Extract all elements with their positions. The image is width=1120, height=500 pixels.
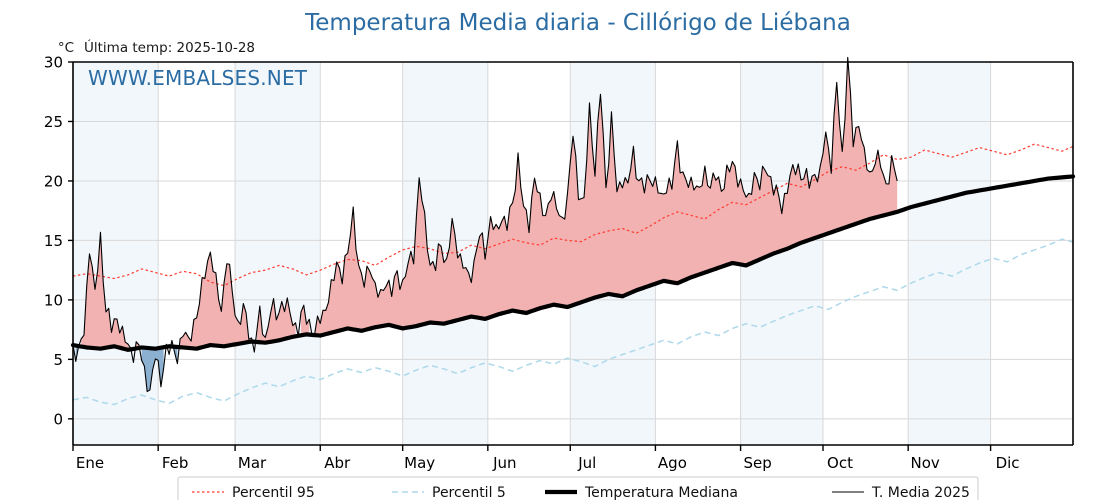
legend-item[interactable]: Temperatura Mediana bbox=[545, 485, 738, 500]
x-tick-label-ene: Ene bbox=[76, 454, 104, 472]
legend-item[interactable]: Percentil 95 bbox=[192, 485, 315, 500]
legend-label: Temperatura Mediana bbox=[584, 485, 738, 500]
x-tick-label-feb: Feb bbox=[162, 454, 189, 472]
y-tick-label: 30 bbox=[44, 54, 63, 72]
x-tick-label-may: May bbox=[404, 454, 435, 472]
x-tick-label-oct: Oct bbox=[827, 454, 853, 472]
y-tick-label: 10 bbox=[44, 291, 63, 309]
x-tick-label-ago: Ago bbox=[658, 454, 687, 472]
x-axis: Ene Feb Mar Abr May Jun Jul Ago Sep Oct Nov Dic bbox=[72, 445, 1020, 472]
x-tick-label-abr: Abr bbox=[324, 454, 351, 472]
x-tick-label-jun: Jun bbox=[492, 454, 516, 472]
legend-label: Percentil 95 bbox=[232, 485, 315, 500]
legend-item[interactable]: Percentil 5 bbox=[392, 485, 506, 500]
chart-legend: Percentil 95 Percentil 5 Temperatura Media… bbox=[177, 476, 979, 500]
y-tick-label: 15 bbox=[44, 232, 63, 250]
y-tick-label: 25 bbox=[44, 113, 63, 131]
series-lines bbox=[70, 56, 1076, 406]
x-tick-label-dic: Dic bbox=[996, 454, 1020, 472]
y-tick-label: 5 bbox=[53, 351, 63, 369]
y-axis: 0 5 10 15 20 25 30 bbox=[44, 54, 73, 428]
x-tick-label-mar: Mar bbox=[238, 454, 267, 472]
legend-label: T. Media 2025 bbox=[871, 485, 970, 500]
plot-frame bbox=[72, 61, 1074, 446]
x-tick-label-nov: Nov bbox=[911, 454, 940, 472]
y-axis-unit-label: °C bbox=[58, 40, 74, 56]
watermark-label: WWW.EMBALSES.NET bbox=[88, 66, 308, 90]
last-temp-subtitle: Última temp: 2025-10-28 bbox=[84, 38, 255, 56]
page-title: Temperatura Media diaria - Cillórigo de … bbox=[304, 10, 851, 36]
x-tick-label-jul: Jul bbox=[577, 454, 596, 472]
x-tick-label-sep: Sep bbox=[743, 454, 771, 472]
legend-item[interactable]: T. Media 2025 bbox=[832, 485, 970, 500]
y-tick-label: 0 bbox=[53, 410, 63, 428]
y-tick-label: 20 bbox=[44, 172, 63, 190]
legend-label: Percentil 5 bbox=[432, 485, 506, 500]
